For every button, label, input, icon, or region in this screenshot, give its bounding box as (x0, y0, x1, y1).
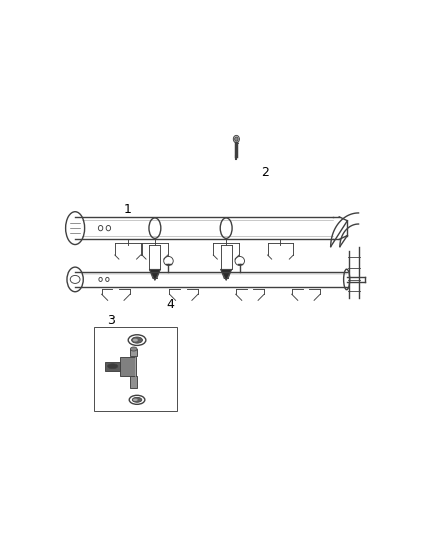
Ellipse shape (131, 347, 137, 351)
Text: 3: 3 (107, 314, 115, 327)
Ellipse shape (133, 399, 138, 401)
Ellipse shape (131, 337, 142, 343)
Text: 1: 1 (124, 203, 132, 216)
Polygon shape (105, 362, 120, 371)
Ellipse shape (233, 135, 240, 143)
Text: 4: 4 (166, 297, 174, 311)
Bar (131, 376, 137, 389)
Bar (94, 327, 177, 411)
Polygon shape (149, 269, 160, 280)
Ellipse shape (133, 338, 138, 342)
Text: 2: 2 (261, 166, 269, 179)
Bar (130, 349, 138, 357)
Ellipse shape (132, 398, 142, 402)
Polygon shape (221, 269, 232, 280)
Polygon shape (120, 357, 136, 376)
Ellipse shape (108, 364, 118, 369)
Ellipse shape (235, 137, 238, 141)
